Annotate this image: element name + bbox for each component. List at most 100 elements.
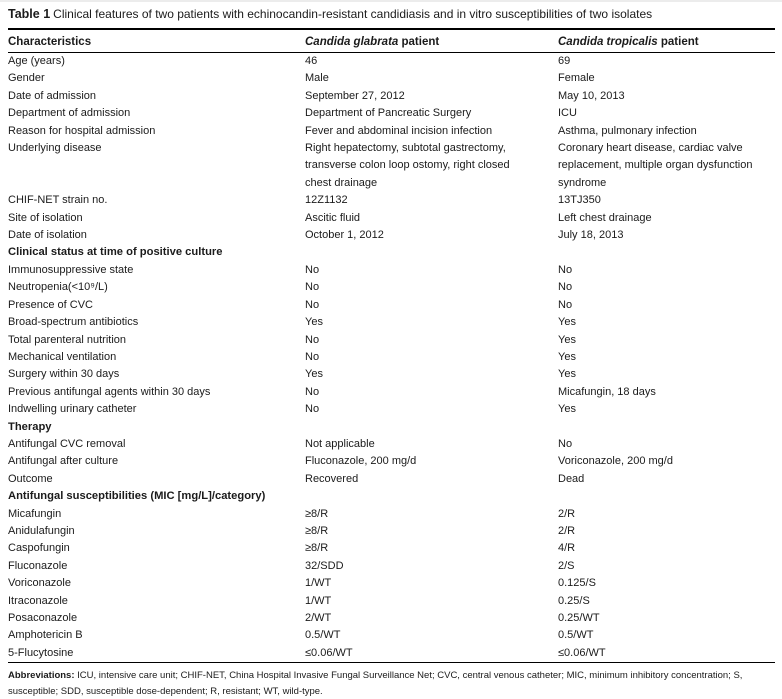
tropicalis-value: 13TJ350 [558,194,601,207]
row-label: CHIF-NET strain no. [8,194,108,207]
table-row: Indwelling urinary catheter No Yes [8,401,775,418]
table-row: Previous antifungal agents within 30 day… [8,384,775,401]
glabrata-value: Department of Pancreatic Surgery [305,107,472,120]
tropicalis-value: Dead [558,472,585,485]
table-row: Surgery within 30 days Yes Yes [8,366,775,383]
header-col3-label: patient [657,36,699,48]
glabrata-value: Ascitic fluid [305,211,361,224]
row-label: Previous antifungal agents within 30 day… [8,385,211,398]
table-row: Reason for hospital admission Fever and a… [8,123,775,140]
table-row: Mechanical ventilation No Yes [8,349,775,366]
row-label: Voriconazole [8,577,71,590]
table-row: CHIF-NET strain no. 12Z1132 13TJ350 [8,192,775,209]
table-caption-text: Clinical features of two patients with e… [53,7,653,21]
table-row: Age (years) 46 69 [8,53,775,71]
section-label: Clinical status at time of positive cult… [8,246,223,259]
glabrata-value: No [305,350,320,363]
table-row: Anidulafungin ≥8/R 2/R [8,523,775,540]
row-label: Broad-spectrum antibiotics [8,316,139,329]
section-row: Therapy [8,419,775,436]
tropicalis-value: Voriconazole, 200 mg/d [558,455,673,468]
header-col2-label: patient [398,36,440,48]
section-row: Antifungal susceptibilities (MIC [mg/L]/… [8,488,775,505]
row-label: Total parenteral nutrition [8,333,127,346]
table-body: Age (years) 46 69 Gender Male Female Date of a… [8,53,775,663]
glabrata-value: No [305,281,320,294]
glabrata-value: October 1, 2012 [305,229,384,242]
table-row: Date of isolation October 1, 2012 July 18,… [8,227,775,244]
row-label: Itraconazole [8,594,68,607]
table-row: 5-Flucytosine ≤0.06/WT ≤0.06/WT [8,645,775,663]
row-label: Caspofungin [8,542,70,555]
table-caption-number: Table 1 [8,7,51,21]
tropicalis-value: 4/R [558,542,576,555]
header-col1-label: Characteristics [8,36,92,48]
glabrata-value: No [305,298,320,311]
row-label: Indwelling urinary catheter [8,403,137,416]
table-row: Site of isolation Ascitic fluid Left chest… [8,210,775,227]
clinical-features-table: Characteristics Candida glabrata patient… [8,28,775,664]
row-label: 5-Flucytosine [8,646,74,659]
glabrata-value: ≥8/R [305,507,329,520]
row-label: Antifungal after culture [8,455,119,468]
tropicalis-value: 2/R [558,507,576,520]
section-label: Antifungal susceptibilities (MIC [mg/L]/… [8,490,266,503]
table-row: Antifungal after culture Fluconazole, 200… [8,453,775,470]
row-label: Anidulafungin [8,524,75,537]
row-label: Antifungal CVC removal [8,437,126,450]
tropicalis-value: No [558,437,573,450]
header-row: Characteristics Candida glabrata patient… [8,29,775,53]
tropicalis-value: Yes [558,368,576,381]
tropicalis-value: No [558,263,573,276]
table-row: Total parenteral nutrition No Yes [8,332,775,349]
table-row: Voriconazole 1/WT 0.125/S [8,575,775,592]
tropicalis-value: Yes [558,333,576,346]
row-label: Micafungin [8,507,62,520]
table-row: Micafungin ≥8/R 2/R [8,506,775,523]
glabrata-value: September 27, 2012 [305,89,405,102]
glabrata-value: 1/WT [305,594,332,607]
glabrata-value: Fluconazole, 200 mg/d [305,455,417,468]
table-row: Amphotericin B 0.5/WT 0.5/WT [8,627,775,644]
glabrata-value: Fever and abdominal incision infection [305,124,493,137]
header-col2-species: Candida glabrata [305,36,399,48]
row-label: Date of admission [8,89,97,102]
tropicalis-value: Left chest drainage [558,211,652,224]
row-label: Date of isolation [8,229,87,242]
glabrata-value: 46 [305,55,318,67]
table-row: Department of admission Department of Pan… [8,105,775,122]
glabrata-value: 0.5/WT [305,629,341,642]
tropicalis-value: Yes [558,350,576,363]
tropicalis-value: 0.25/S [558,594,590,607]
glabrata-value: ≥8/R [305,524,329,537]
table-row: Fluconazole 32/SDD 2/S [8,558,775,575]
row-label: Presence of CVC [8,298,93,311]
glabrata-value: 32/SDD [305,559,344,572]
glabrata-value: Male [305,72,329,85]
table-header: Characteristics Candida glabrata patient… [8,29,775,53]
table-row: Presence of CVC No No [8,297,775,314]
glabrata-value: Yes [305,316,323,329]
tropicalis-value: 0.125/S [558,577,596,590]
tropicalis-value: 0.25/WT [558,612,600,624]
section-row: Clinical status at time of positive cult… [8,244,775,261]
tropicalis-value: Asthma, pulmonary infection [558,124,697,137]
table-caption: Table 1 Clinical features of two patients… [8,4,775,28]
glabrata-value: No [305,403,320,416]
row-label: Outcome [8,472,53,485]
table-row: Neutropenia(<10⁹/L) No No [8,279,775,296]
row-label: Department of admission [8,107,131,120]
glabrata-value: 1/WT [305,577,332,590]
header-glabrata-patient: Candida glabrata patient [305,29,558,53]
glabrata-value: Yes [305,368,323,381]
row-label: Fluconazole [8,559,68,572]
tropicalis-value: Yes [558,316,576,329]
table-row: Caspofungin ≥8/R 4/R [8,540,775,557]
tropicalis-value: 2/S [558,559,575,572]
row-label: Reason for hospital admission [8,124,156,137]
abbreviations-label: Abbreviations: [8,670,75,682]
abbreviations-footnote: Abbreviations: ICU, intensive care unit;… [8,663,775,699]
row-label: Posaconazole [8,612,78,624]
tropicalis-value: Female [558,72,595,85]
tropicalis-value: Coronary heart disease, cardiac valve re… [558,142,753,189]
